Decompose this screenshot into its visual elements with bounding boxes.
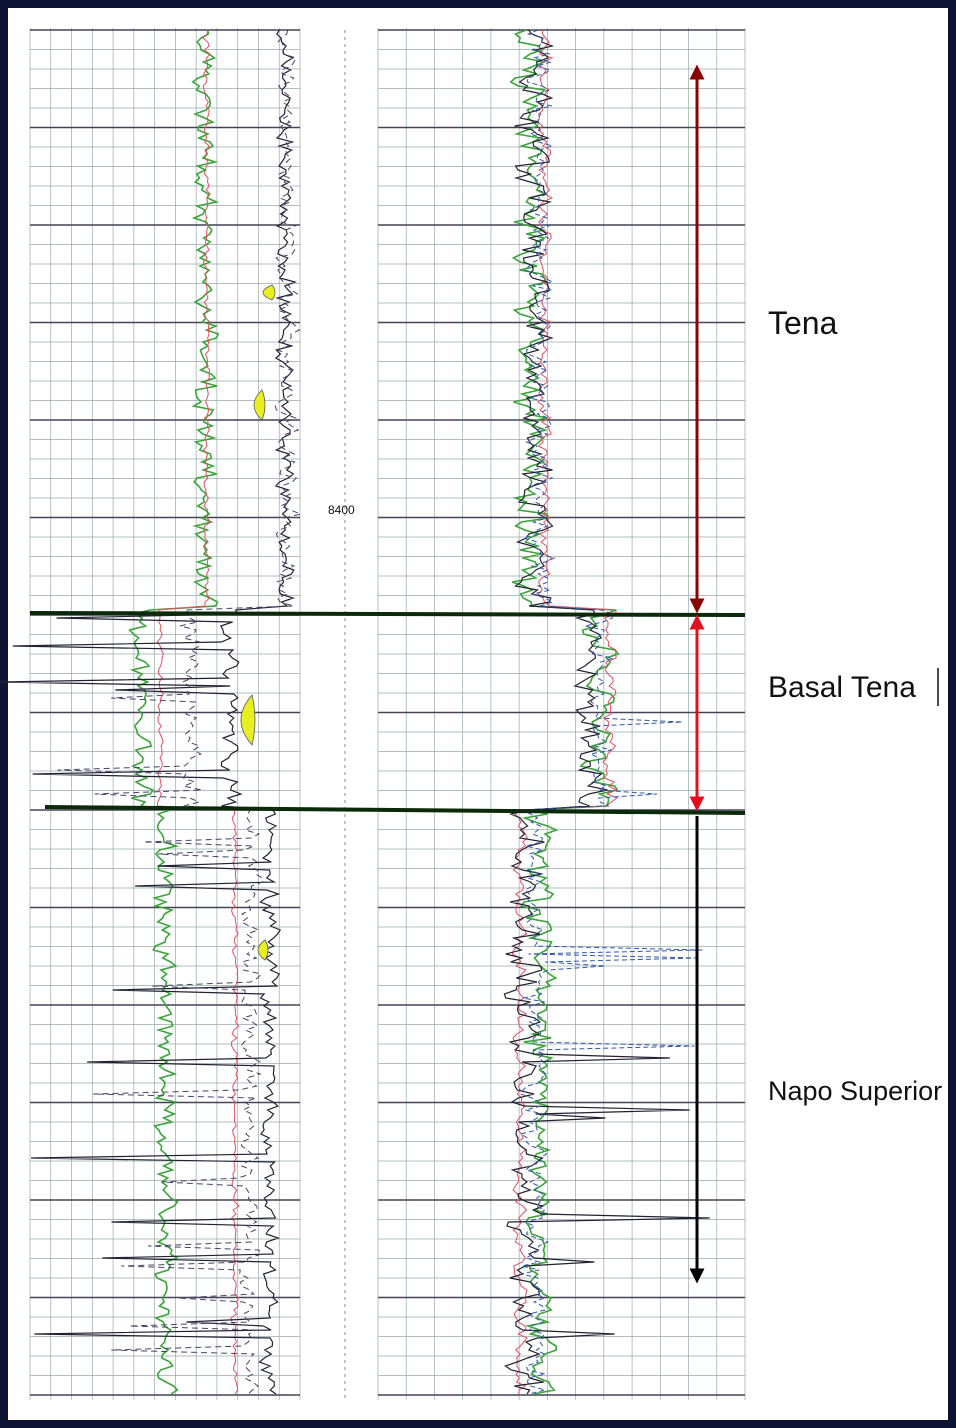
formation-top (30, 613, 745, 615)
depth-label: 8400 (328, 503, 355, 517)
frame (4, 4, 952, 1424)
formation-label: Napo Superior (768, 1076, 942, 1106)
well-log-figure: 8400 Tena Basal Tena Napo Superior (0, 0, 956, 1428)
formation-label: Basal Tena (768, 671, 916, 704)
formation-label: Tena (768, 305, 838, 341)
